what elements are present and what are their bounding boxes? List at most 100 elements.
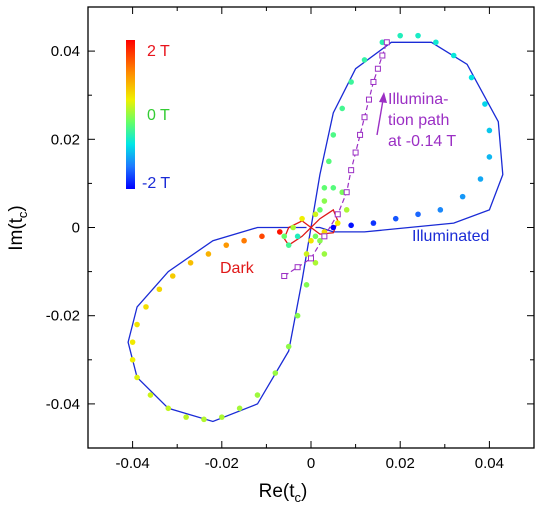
colorbar-label-min: -2 T xyxy=(142,175,170,192)
data-point xyxy=(129,339,136,345)
illumination-path-marker xyxy=(321,233,328,240)
annotation-path-line2: tion path xyxy=(388,112,449,129)
x-axis-title: Re(tc) xyxy=(259,481,308,505)
data-point xyxy=(294,233,301,240)
data-point xyxy=(450,52,457,59)
axis-ticks xyxy=(87,6,535,449)
data-point xyxy=(415,32,421,39)
data-point xyxy=(339,189,346,196)
illumination-path-marker xyxy=(348,167,355,174)
y-axis-title: Im(tc) xyxy=(6,205,30,251)
x-tick-label: 0.04 xyxy=(475,455,504,472)
data-point xyxy=(223,242,230,248)
data-point xyxy=(134,374,140,381)
illumination-path-marker xyxy=(352,149,359,156)
data-point xyxy=(482,101,488,107)
data-point xyxy=(339,105,346,112)
data-point xyxy=(308,237,314,244)
illumination-path-marker xyxy=(374,65,381,72)
data-point xyxy=(334,220,341,226)
illumination-path-marker xyxy=(361,114,368,121)
data-point xyxy=(254,392,261,398)
illumination-path-marker xyxy=(294,264,301,271)
x-tick-label: -0.02 xyxy=(205,455,239,472)
x-tick-label: 0.02 xyxy=(386,455,415,472)
data-point xyxy=(321,185,328,191)
data-point xyxy=(290,224,296,231)
data-point xyxy=(276,229,283,235)
data-point xyxy=(219,414,225,420)
y-tick-label: 0.02 xyxy=(51,131,80,148)
data-point xyxy=(303,282,310,288)
data-point xyxy=(169,273,176,279)
data-point xyxy=(187,259,194,266)
data-point xyxy=(143,304,149,310)
data-point xyxy=(312,259,319,266)
data-point xyxy=(348,79,354,85)
data-point xyxy=(129,357,136,363)
data-point xyxy=(294,312,301,319)
y-tick-label: -0.04 xyxy=(46,396,80,413)
data-point xyxy=(183,414,189,420)
illumination-path-marker xyxy=(343,189,350,196)
data-point xyxy=(370,220,377,226)
y-tick-label: -0.02 xyxy=(46,308,80,325)
data-point xyxy=(433,39,439,46)
y-tick-label: 0 xyxy=(72,220,80,237)
series-markers xyxy=(129,32,493,423)
data-point xyxy=(317,237,323,244)
data-point xyxy=(299,215,305,222)
data-point xyxy=(330,224,337,231)
data-point xyxy=(285,242,292,248)
data-point xyxy=(147,392,154,398)
data-point xyxy=(281,233,288,240)
data-point xyxy=(343,207,350,213)
data-point xyxy=(326,158,332,165)
illumination-path-marker xyxy=(370,78,377,85)
data-point xyxy=(437,207,444,213)
illumination-path-markers xyxy=(281,39,390,280)
data-point xyxy=(321,229,328,235)
annotation-path-line1: Illumina- xyxy=(388,91,448,108)
data-point xyxy=(259,233,265,240)
data-point xyxy=(236,405,243,412)
data-point xyxy=(392,215,399,222)
illumination-path-marker xyxy=(281,273,288,280)
data-point xyxy=(477,176,484,182)
colorbar-label-max: 2 T xyxy=(147,43,170,60)
series-line-illuminated xyxy=(127,41,504,423)
illumination-path-marker xyxy=(365,96,372,103)
data-point xyxy=(312,233,319,240)
data-point xyxy=(361,57,368,63)
data-point xyxy=(321,198,328,204)
annotation-illuminated: Illuminated xyxy=(412,228,489,245)
data-point xyxy=(201,416,207,423)
data-point xyxy=(486,154,493,160)
data-point xyxy=(459,193,466,200)
annotation-path-line3: at -0.14 T xyxy=(388,133,456,150)
colorbar-label-zero: 0 T xyxy=(147,107,170,124)
data-point xyxy=(205,251,212,257)
series-line-illumination-path-at-0-14-t xyxy=(283,42,388,277)
x-tick-label: -0.04 xyxy=(115,455,149,472)
illumination-path-marker xyxy=(334,211,341,218)
colorbar xyxy=(126,40,135,189)
data-point xyxy=(330,132,337,138)
data-point xyxy=(379,39,386,46)
data-point xyxy=(285,343,292,350)
annotation-arrow-shaft xyxy=(376,99,384,136)
x-tick-labels: -0.04 -0.02 0 0.02 0.04 xyxy=(115,455,504,472)
y-tick-label: 0.04 xyxy=(51,43,80,60)
data-point xyxy=(317,207,323,213)
data-point xyxy=(468,74,475,81)
illumination-path-marker xyxy=(308,255,314,262)
data-point xyxy=(348,222,354,229)
data-point xyxy=(303,251,310,257)
data-point xyxy=(486,127,493,134)
x-tick-label: 0 xyxy=(307,455,315,472)
data-point xyxy=(272,370,279,376)
data-point xyxy=(241,237,247,244)
data-point xyxy=(312,211,319,218)
illumination-path-marker xyxy=(357,131,364,138)
data-point xyxy=(415,211,421,218)
